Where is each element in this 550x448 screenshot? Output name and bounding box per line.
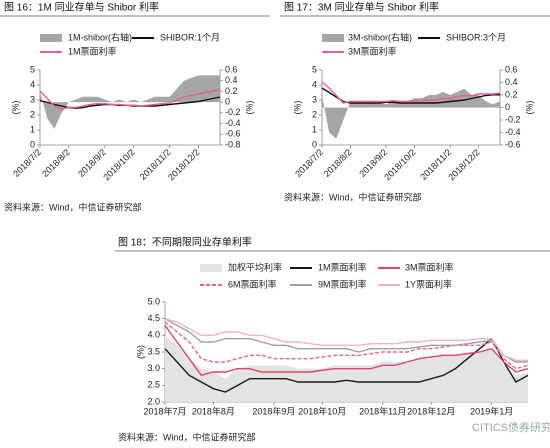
legend-label: 1M票面利率	[68, 45, 117, 56]
source-note: 资料来源：Wind，中信证券研究部	[284, 191, 422, 202]
y2-tick-label: -0.4	[225, 118, 241, 128]
legend-label: SHIBOR:3个月	[446, 32, 506, 42]
y-tick-label: 3.0	[147, 363, 160, 373]
legend-swatch	[40, 34, 62, 42]
source-note: 资料来源：Wind，中信证券研究部	[4, 201, 142, 212]
source-note: 资料来源：Wind，中信证券研究部	[118, 431, 256, 442]
line-series	[164, 318, 528, 363]
y2-axis-label: (%)	[244, 101, 254, 115]
y-tick-label: 0	[312, 139, 317, 149]
watermark: CITICS债券研究	[472, 420, 550, 434]
y-tick-label: 2	[312, 109, 317, 119]
area-series	[40, 75, 220, 129]
legend-label: 9M票面利率	[318, 278, 367, 289]
line-series	[164, 321, 529, 370]
y2-tick-label: 0.2	[505, 89, 518, 99]
line-series	[39, 88, 221, 110]
legend-label: 加权平均利率	[228, 261, 282, 272]
y2-tick-label: 0.2	[225, 86, 238, 96]
y-tick-label: 5	[30, 64, 35, 74]
y-tick-label: 1	[30, 124, 35, 134]
y2-tick-label: 0.6	[505, 64, 518, 74]
x-tick-label: 2018/8/2	[40, 147, 72, 179]
chart-title: 图 16：1M 同业存单与 Shibor 利率	[4, 1, 159, 14]
y-tick-label: 4	[312, 79, 317, 89]
x-tick-label: 2018/7/2	[293, 147, 325, 179]
line-series	[321, 87, 500, 104]
legend-label: 3M票面利率	[348, 45, 397, 56]
legend-label: 1M-shibor(右轴)	[68, 31, 132, 42]
y-tick-label: 3	[30, 94, 35, 104]
y2-tick-label: 0	[505, 102, 510, 112]
legend-label: 1Y票面利率	[405, 278, 452, 289]
y2-tick-label: -0.6	[225, 129, 241, 139]
y-tick-label: 1	[312, 124, 317, 134]
y2-tick-label: -0.2	[225, 107, 241, 117]
y2-tick-label: -0.6	[505, 139, 521, 149]
y-tick-label: 2	[30, 109, 35, 119]
chart-title: 图 17：3M 同业存单与 Shibor 利率	[284, 1, 439, 14]
y-tick-label: 5	[312, 64, 317, 74]
legend-label: SHIBOR:1个月	[160, 32, 220, 42]
y-tick-label: 4.5	[147, 313, 160, 323]
y-axis-label: (%)	[135, 345, 145, 359]
x-tick-label: 2018/12/2	[166, 147, 201, 182]
x-tick-label: 2018年7月	[143, 405, 186, 416]
line-series	[164, 317, 528, 362]
x-tick-label: 2018/12/2	[446, 147, 481, 182]
x-tick-label: 2018年9月	[252, 405, 295, 416]
line-series	[164, 324, 529, 377]
x-tick-label: 2019年1月	[470, 405, 513, 416]
legend-label: 3M票面利率	[405, 261, 454, 272]
line-series	[164, 337, 529, 393]
x-tick-label: 2018/10/2	[382, 147, 417, 182]
y-tick-label: 0	[30, 139, 35, 149]
y-tick-label: 3.5	[147, 346, 160, 356]
chart-title: 图 18：不同期限同业存单利率	[118, 236, 252, 249]
line-series	[321, 81, 501, 104]
x-tick-label: 2018年11月	[359, 405, 406, 416]
y2-tick-label: -0.8	[225, 139, 241, 149]
x-tick-label: 2018/10/2	[101, 147, 136, 182]
y2-tick-label: 0	[225, 97, 230, 107]
x-tick-label: 2018/7/2	[11, 147, 43, 179]
y2-tick-label: 0.4	[505, 77, 518, 87]
y2-tick-label: -0.2	[505, 114, 521, 124]
y2-tick-label: -0.4	[505, 127, 521, 137]
y-axis-label: (%)	[292, 101, 302, 115]
x-tick-label: 2018/8/2	[322, 147, 354, 179]
y2-tick-label: 0.6	[225, 64, 238, 74]
y-tick-label: 5.0	[147, 296, 160, 306]
y2-tick-label: 0.4	[225, 75, 238, 85]
legend-label: 3M-shibor(右轴)	[348, 31, 412, 42]
y-tick-label: 2.5	[147, 380, 160, 390]
y-tick-label: 2.0	[147, 396, 160, 406]
legend-label: 6M票面利率	[228, 278, 277, 289]
y2-axis-label: (%)	[524, 101, 534, 115]
y-axis-label: (%)	[10, 101, 20, 115]
area-series	[322, 88, 500, 139]
y-tick-label: 4	[30, 79, 35, 89]
x-tick-label: 2018年8月	[192, 405, 235, 416]
legend-swatch	[322, 34, 344, 42]
y-tick-label: 4.0	[147, 330, 160, 340]
x-tick-label: 2018年12月	[407, 405, 455, 416]
legend-label: 1M票面利率	[318, 261, 367, 272]
x-tick-label: 2018年10月	[298, 405, 346, 416]
y-tick-label: 3	[312, 94, 317, 104]
legend-swatch	[200, 264, 222, 272]
